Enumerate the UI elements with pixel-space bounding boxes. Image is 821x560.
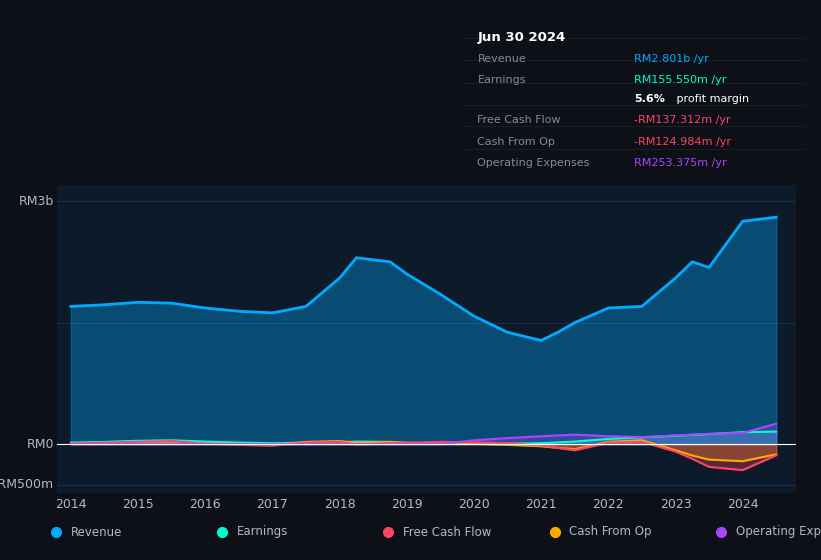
Text: Operating Expenses: Operating Expenses [736, 525, 821, 539]
Text: RM2.801b /yr: RM2.801b /yr [635, 54, 709, 64]
Text: RM253.375m /yr: RM253.375m /yr [635, 158, 727, 169]
Text: Cash From Op: Cash From Op [478, 137, 555, 147]
Text: Jun 30 2024: Jun 30 2024 [478, 31, 566, 44]
Text: -RM137.312m /yr: -RM137.312m /yr [635, 115, 731, 125]
Text: Revenue: Revenue [71, 525, 122, 539]
Text: Earnings: Earnings [478, 76, 526, 85]
Text: Free Cash Flow: Free Cash Flow [478, 115, 561, 125]
Text: RM3b: RM3b [19, 194, 54, 208]
Text: Earnings: Earnings [236, 525, 288, 539]
Text: Cash From Op: Cash From Op [570, 525, 652, 539]
Text: -RM500m: -RM500m [0, 478, 54, 491]
Text: -RM124.984m /yr: -RM124.984m /yr [635, 137, 732, 147]
Text: RM0: RM0 [26, 438, 54, 451]
Text: Operating Expenses: Operating Expenses [478, 158, 589, 169]
Text: 5.6%: 5.6% [635, 94, 665, 104]
Text: profit margin: profit margin [673, 94, 750, 104]
Text: Free Cash Flow: Free Cash Flow [403, 525, 492, 539]
Text: RM155.550m /yr: RM155.550m /yr [635, 76, 727, 85]
Text: Revenue: Revenue [478, 54, 526, 64]
